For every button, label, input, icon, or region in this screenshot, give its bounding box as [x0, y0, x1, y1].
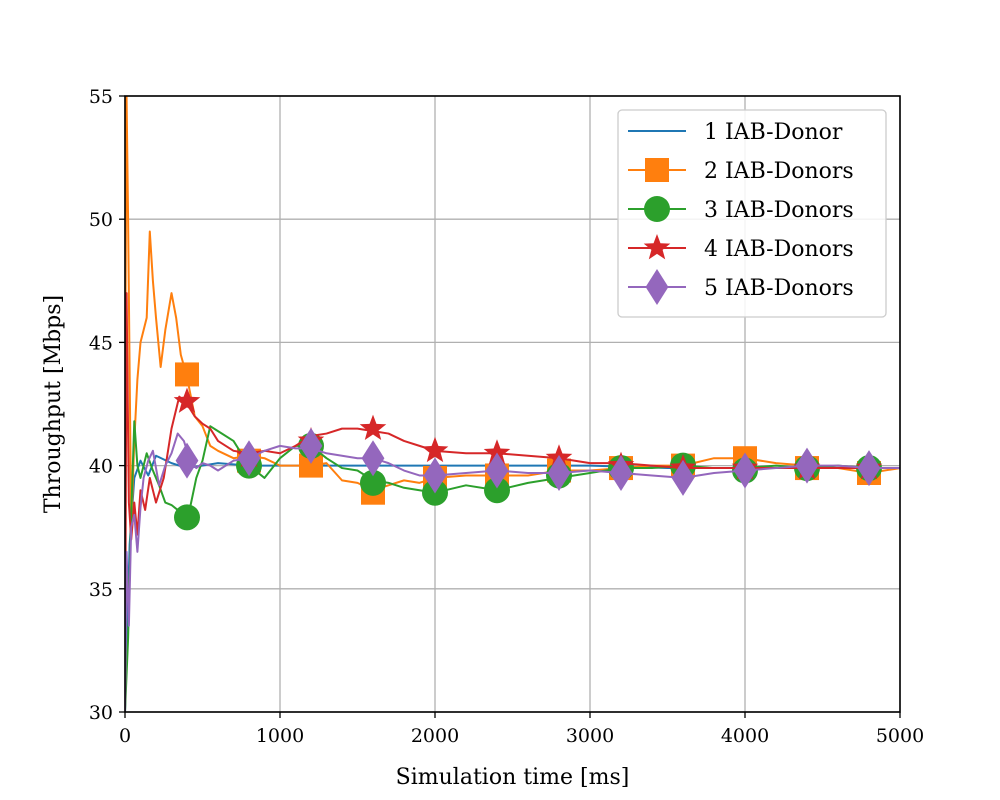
plot-frame	[124, 95, 901, 713]
series-4-marker-5	[483, 439, 511, 465]
series-3-marker-0	[174, 504, 200, 531]
series-4-marker-3	[359, 414, 387, 440]
series-5-marker-7	[609, 454, 633, 491]
legend-entry-3: 3 IAB-Donors	[628, 196, 854, 223]
series-4-marker-0	[173, 387, 201, 413]
series-line-2	[125, 96, 900, 529]
y-axis-label: Throughput [Mbps]	[41, 295, 66, 513]
y-tick-label-4: 50	[89, 209, 113, 231]
legend-marker-5	[645, 269, 669, 305]
legend-box	[617, 109, 887, 318]
series-3-marker-5	[484, 477, 510, 504]
x-tick-label-2: 2000	[411, 725, 459, 747]
x-tick-label-4: 4000	[721, 725, 769, 747]
legend-entry-4: 4 IAB-Donors	[628, 234, 854, 262]
series-3-marker-3	[360, 469, 386, 496]
series-5-marker-8	[671, 459, 695, 496]
series-5-marker-10	[795, 447, 819, 484]
axis-ticks: 0 1000 2000 3000 4000 5000 30 35 40 45 50 55	[89, 86, 924, 747]
legend-entry-2: 2 IAB-Donors	[628, 158, 854, 184]
legend-label-4: 4 IAB-Donors	[704, 237, 854, 262]
x-axis-label: Simulation time [ms]	[396, 765, 630, 790]
series-5-marker-1	[237, 440, 261, 477]
y-tick-label-5: 55	[89, 86, 113, 108]
y-tick-label-2: 40	[89, 456, 113, 478]
series-5-marker-2	[299, 427, 323, 464]
legend-entry-5: 5 IAB-Donors	[628, 269, 854, 305]
y-tick-label-3: 45	[89, 332, 113, 354]
series-5-marker-6	[547, 454, 571, 491]
series-5-marker-0	[175, 442, 199, 479]
series-5-marker-9	[733, 452, 757, 489]
series-5-marker-4	[423, 457, 447, 494]
legend-entry-1: 1 IAB-Donor	[628, 120, 843, 145]
legend-label-5: 5 IAB-Donors	[704, 276, 854, 301]
series-lines	[125, 96, 900, 712]
x-tick-label-5: 5000	[876, 725, 924, 747]
legend-marker-4	[643, 234, 671, 260]
legend-marker-3	[644, 196, 670, 222]
legend: 1 IAB-Donor 2 IAB-Donors 3 IAB-Donors 4 IAB…	[617, 109, 887, 318]
series-5	[125, 427, 900, 712]
y-tick-label-0: 30	[89, 702, 113, 724]
series-4-marker-4	[421, 436, 449, 463]
legend-label-1: 1 IAB-Donor	[704, 120, 843, 145]
series-5-marker-5	[485, 452, 509, 489]
series-5-marker-11	[857, 450, 881, 487]
legend-label-2: 2 IAB-Donors	[704, 159, 854, 184]
legend-marker-2	[645, 158, 669, 182]
x-tick-label-1: 1000	[256, 725, 304, 747]
x-tick-label-0: 0	[119, 725, 131, 747]
series-line-5	[125, 432, 900, 712]
y-tick-label-1: 35	[89, 579, 113, 601]
legend-label-3: 3 IAB-Donors	[704, 198, 854, 223]
x-tick-label-3: 3000	[566, 725, 614, 747]
series-2-marker-0	[175, 362, 199, 387]
series-5-marker-3	[361, 440, 385, 477]
